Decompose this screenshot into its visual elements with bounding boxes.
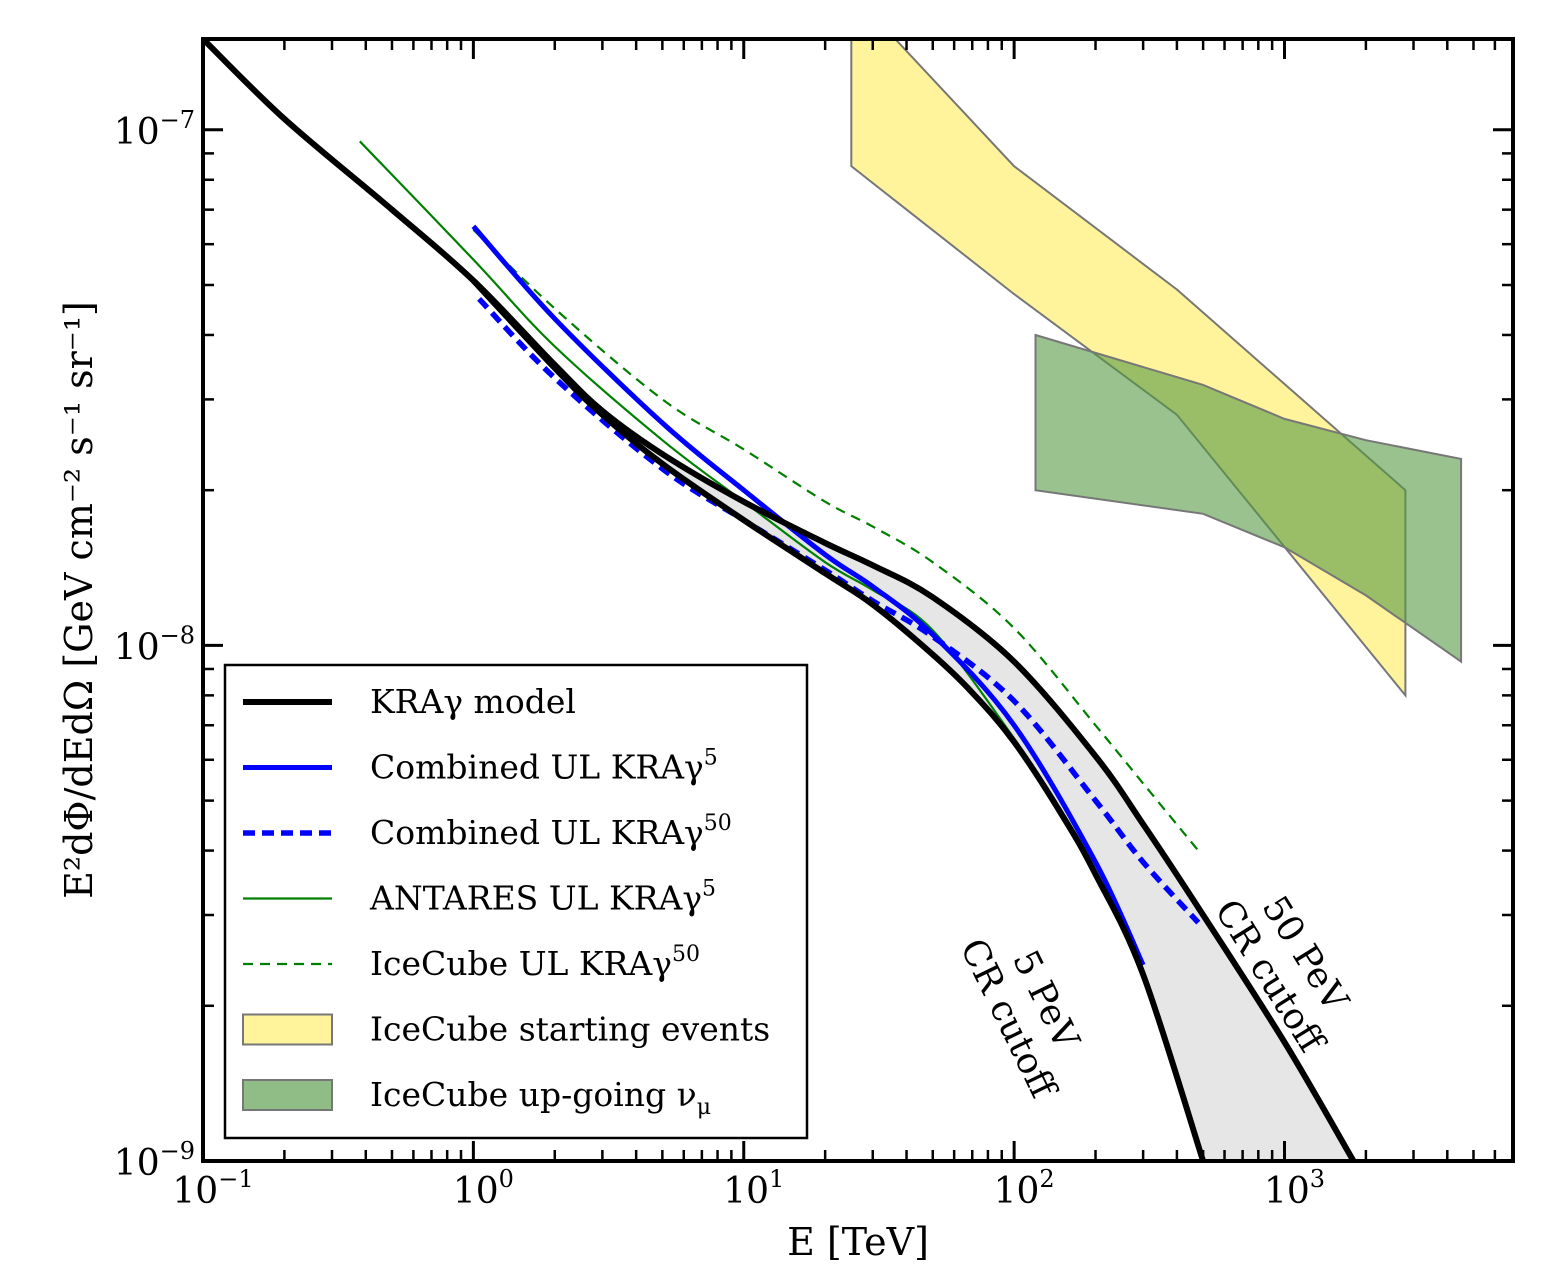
legend-label: Combined UL KRAγ50 — [370, 811, 732, 852]
series-icecube-ul-kra-50 — [472, 228, 1200, 852]
x-tick-label: 101 — [723, 1165, 784, 1212]
x-tick-label: 102 — [994, 1165, 1055, 1212]
legend-box — [223, 663, 809, 1140]
legend-handle — [242, 1079, 333, 1111]
legend-label: IceCube up-going νμ — [370, 1075, 711, 1120]
y-axis-label: E²dΦ/dEdΩ [GeV cm⁻² s⁻¹ sr⁻¹] — [57, 301, 101, 899]
series-combined-ul-kra-5 — [471, 224, 1146, 967]
y-tick-label: 10−9 — [114, 1137, 195, 1184]
x-axis-label: E [TeV] — [787, 1220, 929, 1264]
legend-label: IceCube UL KRAγ50 — [370, 942, 700, 983]
series-kra-model-5-pev-cr-cutoff — [471, 278, 1206, 1161]
x-tick-label: 103 — [1264, 1165, 1325, 1212]
legend-label: Combined UL KRAγ5 — [370, 746, 718, 787]
plot-frame — [201, 37, 1515, 1163]
x-tick-label: 10−1 — [172, 1165, 253, 1212]
legend-label: ANTARES UL KRAγ5 — [369, 877, 716, 918]
legend-label: IceCube starting events — [370, 1010, 770, 1049]
band-icecube-up-going- — [1034, 333, 1463, 664]
x-tick-label: 100 — [453, 1165, 514, 1212]
legend-handle — [242, 1013, 333, 1046]
legend-label: KRAγ model — [370, 682, 576, 721]
series-kra-model-50-pev-cr-cutoff — [203, 39, 1357, 1161]
y-tick-label: 10−7 — [114, 106, 195, 153]
y-tick-label: 10−8 — [114, 621, 195, 668]
